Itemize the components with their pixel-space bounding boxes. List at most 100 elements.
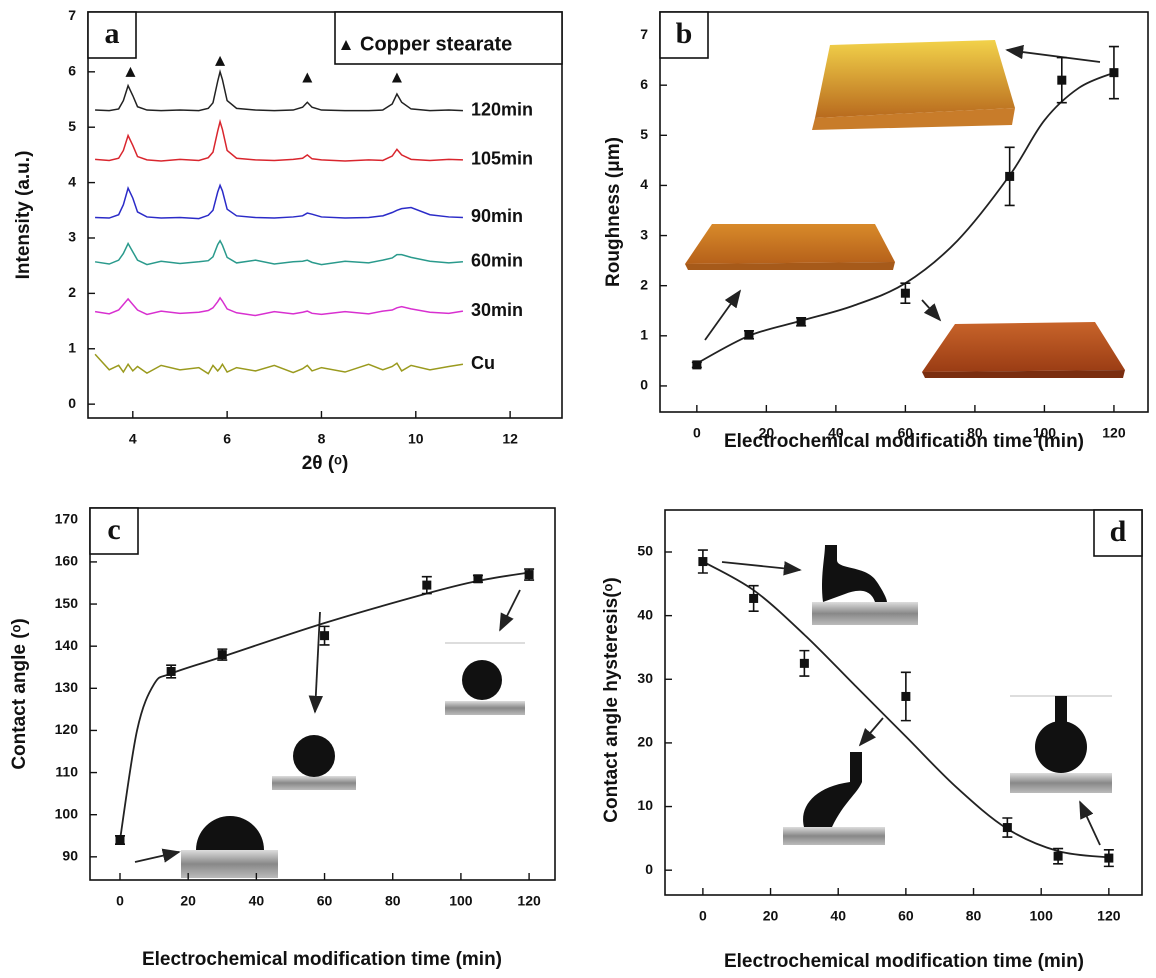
x-tick-label: 10 bbox=[408, 431, 424, 447]
y-tick-label: 1 bbox=[640, 327, 648, 343]
panel: 0 20 40 60 80 100 120 0 1 2 3 4 5 6 7 Electrochemical m… bbox=[603, 11, 1149, 452]
substrate bbox=[1010, 773, 1112, 793]
x-tick-label: 100 bbox=[1033, 425, 1057, 441]
arrow bbox=[921, 299, 942, 322]
y-tick-label: 10 bbox=[637, 797, 653, 813]
peak-marker bbox=[125, 66, 136, 77]
y-tick-label: 40 bbox=[637, 606, 653, 622]
panel-label: d bbox=[1110, 515, 1127, 548]
x-tick-label: 80 bbox=[967, 425, 983, 441]
data-point bbox=[698, 557, 708, 567]
x-tick-label: 40 bbox=[828, 425, 844, 441]
panel-label: a bbox=[105, 17, 120, 50]
y-tick-label: 140 bbox=[55, 637, 79, 653]
legend-symbol bbox=[341, 40, 351, 50]
needle bbox=[1055, 696, 1067, 722]
series-label: Cu bbox=[471, 353, 495, 373]
y-tick-label: 170 bbox=[55, 510, 79, 526]
y-tick-label: 110 bbox=[55, 763, 78, 779]
droplet bbox=[822, 545, 887, 602]
y-tick-label: 0 bbox=[640, 377, 648, 393]
arrow bbox=[1079, 800, 1101, 846]
x-tick-label: 80 bbox=[966, 908, 982, 924]
y-tick-label: 5 bbox=[68, 118, 76, 134]
droplet bbox=[803, 752, 862, 827]
panel-label: c bbox=[107, 513, 120, 546]
x-axis-title: Electrochemical modification time (min) bbox=[142, 949, 502, 970]
x-tick-label: 60 bbox=[898, 425, 914, 441]
spectrum-line bbox=[94, 296, 464, 317]
y-tick-label: 100 bbox=[55, 805, 79, 821]
x-tick-label: 6 bbox=[223, 431, 231, 447]
x-tick-label: 0 bbox=[116, 893, 124, 909]
x-axis-title: Electrochemical modification time (min) bbox=[724, 431, 1084, 452]
panel-label-box bbox=[89, 507, 139, 555]
data-point bbox=[115, 835, 125, 845]
panel-label-box bbox=[1093, 509, 1143, 557]
panel-label-box bbox=[659, 11, 709, 59]
x-tick-label: 12 bbox=[502, 431, 518, 447]
x-tick-label: 4 bbox=[129, 431, 137, 447]
x-tick-label: 40 bbox=[830, 908, 846, 924]
x-tick-label: 40 bbox=[249, 893, 265, 909]
droplet bbox=[293, 735, 335, 777]
data-point bbox=[796, 317, 806, 327]
arrow bbox=[858, 717, 884, 747]
plot-frame bbox=[87, 11, 563, 419]
arrow bbox=[134, 848, 181, 863]
afm-image bbox=[685, 224, 895, 264]
x-tick-label: 120 bbox=[1102, 425, 1126, 441]
substrate bbox=[445, 701, 525, 715]
panel: 0 20 40 60 80 100 120 0 10 20 30 40 50 Electrochemica… bbox=[601, 509, 1143, 972]
x-tick-label: 120 bbox=[1097, 908, 1121, 924]
y-tick-label: 30 bbox=[637, 670, 653, 686]
substrate bbox=[181, 850, 278, 878]
data-point bbox=[1104, 853, 1114, 863]
x-tick-label: 60 bbox=[317, 893, 333, 909]
y-tick-label: 120 bbox=[55, 721, 79, 737]
spectrum-line bbox=[94, 239, 464, 266]
series-label: 105min bbox=[471, 149, 533, 169]
y-tick-label: 20 bbox=[637, 734, 653, 750]
data-point bbox=[1109, 68, 1119, 78]
afm-image bbox=[922, 370, 1125, 378]
y-tick-label: 1 bbox=[68, 339, 76, 355]
y-axis-title: Contact angle hysteresis(ᵒ) bbox=[601, 577, 622, 822]
data-point bbox=[749, 593, 759, 603]
y-tick-label: 0 bbox=[68, 395, 76, 411]
series-label: 30min bbox=[471, 300, 523, 320]
plot-frame bbox=[89, 507, 556, 881]
y-tick-label: 5 bbox=[640, 126, 648, 142]
y-tick-label: 3 bbox=[68, 229, 76, 245]
data-point bbox=[524, 570, 534, 580]
data-point bbox=[901, 691, 911, 701]
y-tick-label: 3 bbox=[640, 226, 648, 242]
legend-box bbox=[334, 11, 563, 65]
x-tick-label: 80 bbox=[385, 893, 401, 909]
data-point bbox=[320, 631, 330, 641]
series-label: 120min bbox=[471, 99, 533, 119]
y-axis-title: Roughness (μm) bbox=[603, 137, 624, 287]
x-tick-label: 20 bbox=[180, 893, 196, 909]
substrate bbox=[812, 602, 918, 625]
y-tick-label: 6 bbox=[640, 76, 648, 92]
x-tick-label: 100 bbox=[1030, 908, 1054, 924]
spectrum-line bbox=[94, 353, 464, 375]
x-axis-title: Electrochemical modification time (min) bbox=[724, 951, 1084, 972]
data-point bbox=[1057, 75, 1067, 85]
legend-label: Copper stearate bbox=[360, 33, 512, 55]
droplet bbox=[196, 816, 264, 850]
arrow bbox=[1005, 44, 1101, 63]
y-tick-label: 6 bbox=[68, 63, 76, 79]
spectrum-line bbox=[95, 69, 463, 112]
x-axis-title: 2θ (ᵒ) bbox=[302, 453, 349, 474]
y-tick-label: 0 bbox=[645, 861, 653, 877]
data-point bbox=[217, 650, 227, 660]
y-tick-label: 7 bbox=[68, 7, 76, 23]
y-tick-label: 150 bbox=[55, 595, 79, 611]
y-tick-label: 2 bbox=[640, 276, 648, 292]
arrow bbox=[704, 289, 742, 341]
